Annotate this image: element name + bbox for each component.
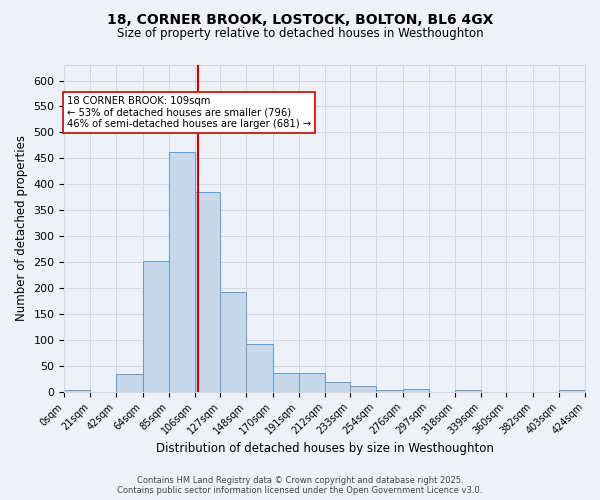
Y-axis label: Number of detached properties: Number of detached properties — [15, 136, 28, 322]
Bar — [376, 390, 403, 392]
Text: Size of property relative to detached houses in Westhoughton: Size of property relative to detached ho… — [116, 28, 484, 40]
Bar — [116, 374, 143, 392]
Bar — [194, 192, 220, 392]
Bar — [220, 292, 246, 392]
Bar — [246, 344, 273, 392]
Bar — [143, 260, 169, 392]
Bar — [325, 382, 350, 392]
X-axis label: Distribution of detached houses by size in Westhoughton: Distribution of detached houses by size … — [156, 442, 494, 455]
Bar — [299, 373, 325, 392]
Bar — [273, 373, 299, 392]
Bar — [169, 152, 194, 392]
Bar — [64, 390, 90, 392]
Text: Contains HM Land Registry data © Crown copyright and database right 2025.
Contai: Contains HM Land Registry data © Crown c… — [118, 476, 482, 495]
Bar — [455, 390, 481, 392]
Text: 18 CORNER BROOK: 109sqm
← 53% of detached houses are smaller (796)
46% of semi-d: 18 CORNER BROOK: 109sqm ← 53% of detache… — [67, 96, 311, 130]
Text: 18, CORNER BROOK, LOSTOCK, BOLTON, BL6 4GX: 18, CORNER BROOK, LOSTOCK, BOLTON, BL6 4… — [107, 12, 493, 26]
Bar — [559, 390, 585, 392]
Bar — [403, 389, 429, 392]
Bar — [350, 386, 376, 392]
